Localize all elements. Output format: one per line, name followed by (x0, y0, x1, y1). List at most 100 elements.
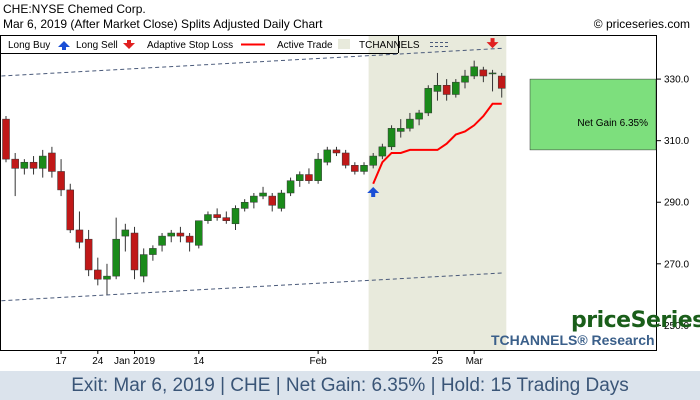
candle (75, 211, 84, 249)
candle-body (250, 195, 258, 203)
candle (360, 162, 368, 175)
priceseries-logo: priceSeries (571, 308, 700, 333)
candle-body (314, 158, 322, 181)
candle (204, 211, 212, 224)
candle-body (57, 171, 65, 191)
legend-long-buy-label: Long Buy (8, 40, 50, 51)
footer-summary: Exit: Mar 6, 2019 | CHE | Net Gain: 6.35… (71, 375, 629, 396)
candle-body (415, 112, 423, 120)
candle (479, 66, 488, 83)
x-tick-label: 17 (56, 356, 68, 367)
candle-body (488, 72, 497, 75)
candle-body (84, 238, 93, 271)
x-tick-label: 14 (193, 356, 205, 367)
stop-loss-line (372, 102, 502, 185)
candle-body (351, 165, 359, 172)
candle-body (259, 192, 267, 197)
plot-frame (0, 35, 657, 351)
candle (488, 69, 497, 92)
candle-body (185, 235, 194, 243)
candle-body (66, 189, 75, 231)
candle (305, 168, 313, 184)
candle-body (360, 165, 368, 172)
legend-adaptive-stop-label: Adaptive Stop Loss (147, 40, 233, 51)
candle-body (11, 158, 19, 169)
candle (121, 223, 130, 252)
candle (195, 220, 203, 249)
candle (387, 125, 396, 150)
x-tick-label: Jan 2019 (114, 356, 156, 367)
candle-body (277, 192, 286, 209)
candle (222, 211, 231, 224)
candle (286, 177, 295, 197)
candle-body (149, 248, 157, 255)
candle (341, 149, 350, 169)
candle (470, 60, 478, 80)
candle-body (268, 195, 276, 206)
candle (48, 146, 56, 178)
candle-body (323, 149, 332, 163)
candle-body (2, 118, 10, 160)
candle (20, 159, 29, 175)
candle (176, 226, 185, 243)
candle-body (130, 232, 139, 271)
candle (442, 79, 451, 101)
candle-body (433, 85, 442, 92)
candle (57, 159, 65, 197)
candle-body (341, 152, 350, 166)
candle-body (75, 229, 84, 243)
candle-body (378, 146, 387, 157)
y-tick-label: 290.0 (664, 198, 689, 209)
candle (29, 156, 38, 175)
copyright-text: © priceseries.com (593, 17, 690, 31)
candle-body (204, 214, 212, 221)
candle-body (222, 217, 231, 221)
candle (167, 229, 175, 243)
candle-body (305, 174, 313, 181)
candle-body (48, 152, 56, 172)
candle (139, 248, 148, 283)
buy-signal-arrow-icon (367, 187, 380, 197)
sell-signal-arrow-icon (486, 38, 499, 49)
candle (158, 233, 166, 252)
candle-body (121, 229, 130, 237)
candle-body (112, 238, 120, 277)
chart-title: CHE:NYSE Chemed Corp. (3, 2, 146, 16)
candle-body (479, 69, 488, 77)
legend-sell-arrow-icon (123, 40, 135, 49)
candle (250, 193, 258, 209)
candle (461, 69, 469, 89)
candle (66, 183, 75, 234)
candle (378, 143, 387, 160)
candle (452, 79, 460, 98)
candle (314, 152, 322, 184)
candle (213, 208, 221, 221)
candle (406, 112, 414, 132)
candle (185, 233, 194, 252)
candle (415, 109, 423, 126)
candle-body (195, 220, 203, 246)
candle-body (452, 81, 460, 95)
candle-body (406, 118, 414, 129)
candle-body (424, 88, 433, 114)
candle-body (94, 269, 102, 280)
candle (424, 85, 433, 117)
candle (94, 257, 102, 286)
candle-body (158, 235, 166, 246)
candle (351, 162, 359, 175)
candle-body (296, 174, 304, 181)
candle-body (497, 75, 506, 89)
candle (11, 152, 19, 197)
candle (332, 146, 341, 157)
candle (103, 263, 111, 295)
candle-body (442, 85, 451, 95)
candle (240, 199, 249, 212)
candle (323, 146, 332, 166)
x-tick-label: 25 (432, 356, 444, 367)
candle (231, 205, 240, 230)
candle (369, 152, 377, 169)
chart-subtitle: Mar 6, 2019 (After Market Close) Splits … (3, 17, 323, 31)
candle (84, 229, 93, 277)
candle-body (38, 155, 47, 169)
